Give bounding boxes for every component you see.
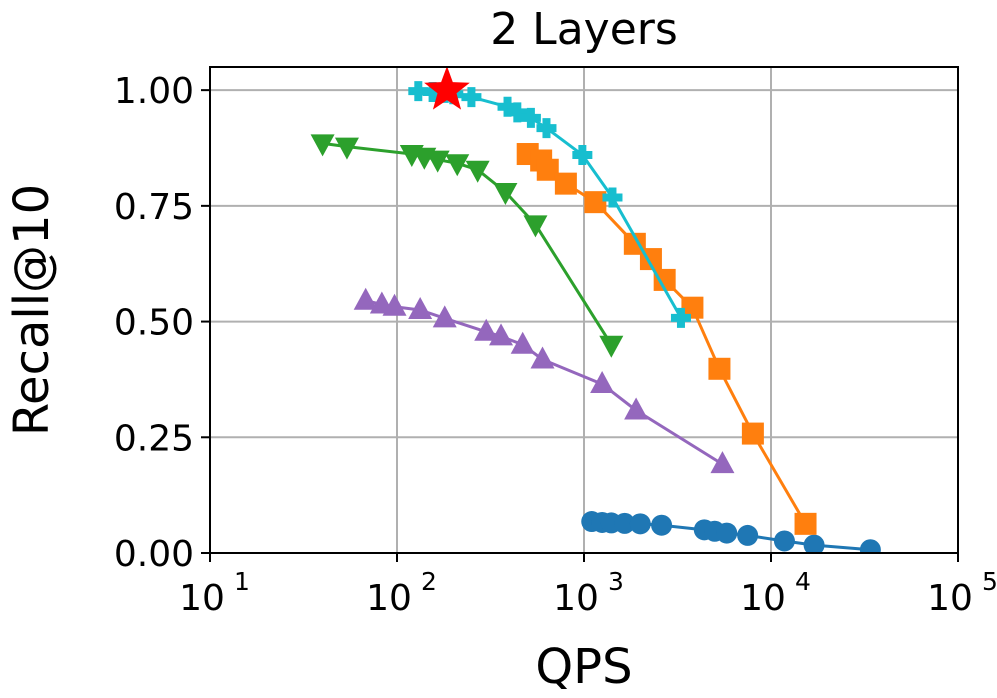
x-tick-label: 10: [366, 578, 412, 619]
y-tick-label: 0.50: [114, 303, 194, 344]
chart-title: 2 Layers: [490, 4, 678, 55]
data-point: [859, 539, 881, 553]
data-point: [425, 150, 450, 173]
data-point: [584, 191, 607, 214]
series-line: [322, 141, 613, 346]
data-point: [474, 318, 499, 341]
series-2: [310, 134, 624, 358]
y-tick-label: 1.00: [114, 71, 194, 112]
data-point: [536, 118, 557, 139]
series-4: [408, 81, 691, 328]
data-point: [602, 187, 623, 208]
data-point: [408, 297, 433, 319]
data-point: [310, 134, 335, 157]
data-point: [510, 331, 535, 354]
data-point: [353, 287, 378, 310]
data-point: [536, 158, 559, 181]
data-point: [461, 87, 482, 108]
x-tick-exponent: 1: [234, 567, 250, 596]
data-point: [716, 522, 738, 544]
x-axis-label: QPS: [535, 639, 632, 695]
x-tick-label: 10: [179, 578, 225, 619]
series-group: [310, 67, 881, 553]
x-tick-exponent: 2: [421, 567, 437, 596]
y-axis-label: Recall@10: [4, 184, 60, 436]
y-tick-label: 0.75: [114, 187, 194, 228]
x-tick-label: 10: [553, 578, 599, 619]
data-point: [629, 513, 651, 535]
x-tick-label: 10: [927, 578, 973, 619]
series-3: [353, 287, 735, 474]
x-tick-exponent: 3: [608, 567, 624, 596]
y-tick-label: 0.00: [114, 534, 194, 575]
data-point: [624, 397, 649, 420]
data-point: [599, 335, 624, 358]
data-point: [382, 293, 407, 316]
data-point: [465, 160, 490, 183]
data-point: [708, 357, 731, 380]
series-0: [581, 511, 881, 553]
data-point: [520, 107, 541, 128]
axis-ticks: 10 1 10 2 10 3 10 4 10 5 0.00 0.25 0.50 0.75 1.00: [114, 71, 997, 619]
data-point: [424, 67, 470, 110]
data-point: [497, 96, 518, 117]
data-point: [493, 182, 518, 205]
series-line: [365, 299, 724, 466]
data-point: [422, 81, 443, 102]
data-point: [794, 512, 817, 535]
series-5: [424, 67, 470, 110]
data-point: [773, 530, 795, 552]
data-point: [572, 144, 593, 165]
data-point: [651, 514, 673, 536]
data-point: [530, 346, 555, 369]
data-point: [710, 451, 735, 474]
data-point: [334, 137, 359, 160]
data-point: [507, 102, 528, 123]
plot-area: [310, 67, 881, 553]
x-tick-label: 10: [740, 578, 786, 619]
data-point: [554, 172, 577, 195]
data-point: [432, 305, 457, 328]
data-point: [737, 524, 759, 546]
data-point: [445, 154, 470, 177]
data-point: [803, 534, 825, 553]
data-point: [408, 81, 429, 102]
data-point: [614, 512, 636, 534]
data-point: [741, 422, 764, 445]
data-point: [681, 296, 704, 319]
x-tick-exponent: 5: [982, 567, 997, 596]
data-point: [653, 268, 676, 291]
x-tick-exponent: 4: [795, 567, 811, 596]
y-tick-label: 0.25: [114, 418, 194, 459]
data-point: [523, 215, 548, 238]
data-point: [670, 307, 691, 328]
series-line: [527, 152, 807, 525]
data-point: [590, 371, 615, 394]
data-point: [489, 323, 514, 346]
